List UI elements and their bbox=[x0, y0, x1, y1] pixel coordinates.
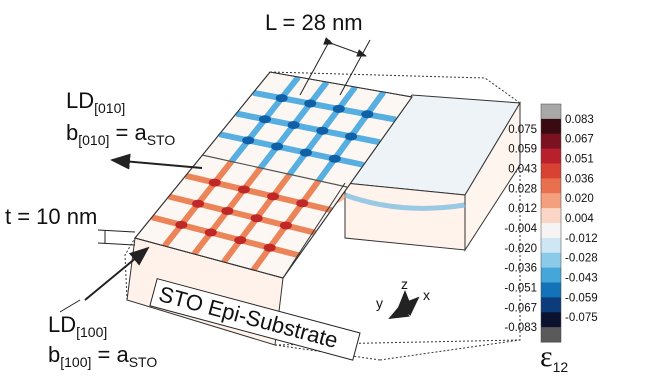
colorbar-label: -0.083 bbox=[504, 322, 537, 334]
node bbox=[242, 136, 254, 144]
colorbar-swatch bbox=[541, 134, 561, 149]
node bbox=[329, 155, 341, 163]
colorbar-label: 0.075 bbox=[508, 124, 537, 136]
colorbar-label: -0.075 bbox=[565, 312, 598, 324]
colorbar-label: -0.043 bbox=[565, 273, 598, 285]
colorbar-swatch bbox=[541, 283, 561, 298]
node bbox=[333, 105, 345, 113]
colorbar-label: 0.020 bbox=[565, 193, 594, 205]
thickness-line bbox=[98, 230, 135, 232]
ld100-label: LD[100] bbox=[48, 312, 107, 340]
node bbox=[276, 94, 288, 102]
colorbar-label: 0.036 bbox=[565, 173, 594, 185]
colorbar-label: -0.028 bbox=[565, 253, 598, 265]
colorbar-swatch bbox=[541, 149, 561, 164]
node bbox=[192, 200, 204, 208]
colorbar-label: 0.067 bbox=[565, 134, 594, 146]
colorbar-label: 0.012 bbox=[508, 203, 537, 215]
thickness-label: t = 10 nm bbox=[5, 204, 97, 229]
colorbar-swatch bbox=[541, 119, 561, 134]
length-arrow bbox=[333, 44, 366, 56]
b100-main: b bbox=[48, 342, 60, 367]
colorbar-swatch bbox=[541, 253, 561, 268]
node bbox=[264, 244, 276, 252]
colorbar-label: -0.012 bbox=[565, 233, 598, 245]
colorbar-label: 0.051 bbox=[565, 154, 594, 166]
b100-label: b[100] = aSTO bbox=[48, 342, 157, 370]
thickness-line bbox=[98, 243, 135, 245]
node bbox=[300, 149, 312, 157]
colorbar-swatch bbox=[541, 193, 561, 208]
ld010-label: LD[010] bbox=[66, 88, 125, 116]
b100-sub2: STO bbox=[129, 354, 158, 370]
node bbox=[238, 186, 250, 194]
node bbox=[304, 100, 316, 108]
colorbar-label: 0.028 bbox=[508, 183, 537, 195]
node bbox=[280, 222, 292, 230]
axis-y: y bbox=[376, 295, 383, 311]
colorbar-label: 0.059 bbox=[508, 144, 537, 156]
node bbox=[205, 229, 217, 237]
axis-z: z bbox=[401, 276, 408, 292]
colorbar-swatch bbox=[541, 312, 561, 327]
colorbar-label: -0.051 bbox=[504, 282, 537, 294]
node bbox=[259, 115, 271, 123]
colorbar-title: ε12 bbox=[540, 340, 568, 375]
colorbar-swatch bbox=[541, 178, 561, 193]
epsilon-sub: 12 bbox=[553, 359, 569, 375]
colorbar-label: 0.083 bbox=[565, 114, 594, 126]
node bbox=[316, 127, 328, 135]
b100-sub: [100] bbox=[60, 354, 91, 370]
colorbar-label: -0.036 bbox=[504, 263, 537, 275]
figure: L = 28 nm LD[010] b[010] = aSTO t = 10 n… bbox=[0, 0, 670, 377]
colorbar-label: 0.043 bbox=[508, 163, 537, 175]
ld100-leader bbox=[60, 300, 80, 312]
node bbox=[296, 199, 308, 207]
epsilon: ε bbox=[540, 340, 553, 373]
colorbar-label: 0.004 bbox=[565, 213, 594, 225]
b100-eq: = a bbox=[91, 342, 129, 367]
b010-main: b bbox=[66, 120, 78, 145]
colorbar-label: -0.004 bbox=[504, 223, 537, 235]
colorbar-swatch bbox=[541, 268, 561, 283]
length-label: L = 28 nm bbox=[265, 10, 363, 35]
ld010-main: LD bbox=[66, 88, 94, 113]
colorbar-swatch bbox=[541, 164, 561, 179]
node bbox=[361, 110, 373, 118]
axis-x: x bbox=[423, 287, 430, 303]
colorbar-label: -0.020 bbox=[504, 243, 537, 255]
node bbox=[175, 221, 187, 229]
b010-eq: = a bbox=[109, 120, 147, 145]
node bbox=[288, 121, 300, 129]
ld100-sub: [100] bbox=[76, 324, 107, 340]
ld010-arrow bbox=[112, 160, 202, 168]
b010-sub: [010] bbox=[78, 132, 109, 148]
ld010-sub: [010] bbox=[94, 100, 125, 116]
axes-icon bbox=[390, 292, 418, 318]
node bbox=[234, 236, 246, 244]
colorbar-label: -0.059 bbox=[565, 292, 598, 304]
b010-label: b[010] = aSTO bbox=[66, 120, 175, 148]
colorbar-swatch bbox=[541, 238, 561, 253]
colorbar-swatch bbox=[541, 104, 561, 119]
colorbar-swatch bbox=[541, 223, 561, 238]
node bbox=[209, 179, 221, 187]
node bbox=[271, 143, 283, 151]
colorbar-label: -0.067 bbox=[504, 302, 537, 314]
b010-sub2: STO bbox=[147, 132, 176, 148]
node bbox=[221, 207, 233, 215]
colorbar-swatch bbox=[541, 208, 561, 223]
right-front bbox=[345, 183, 465, 250]
node bbox=[267, 192, 279, 200]
node bbox=[345, 133, 357, 141]
colorbar-swatch bbox=[541, 297, 561, 312]
ld100-main: LD bbox=[48, 312, 76, 337]
node bbox=[251, 214, 263, 222]
